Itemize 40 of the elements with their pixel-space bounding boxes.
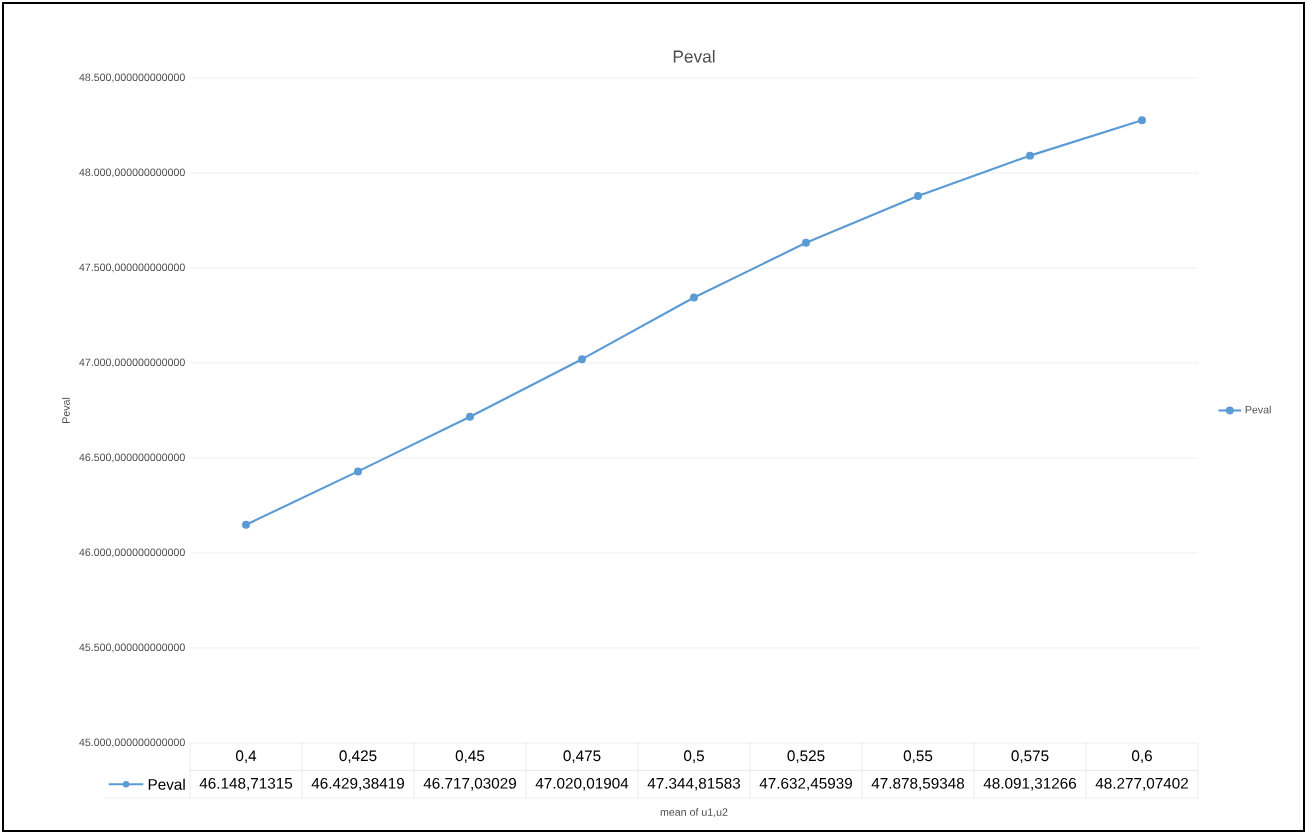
point — [1026, 151, 1034, 160]
point — [354, 467, 362, 476]
x-tick-label: 0,525 — [787, 750, 825, 763]
x-tick-label: 0,6 — [1131, 750, 1152, 763]
data-label: 46.717,03029 — [423, 777, 516, 791]
data-label: 48.277,07402 — [1095, 777, 1188, 791]
data-label: 46.148,71315 — [199, 777, 293, 791]
x-tick-label: 0,575 — [1011, 750, 1049, 763]
y-tick-label: 47.500,000000000000 — [79, 263, 185, 273]
data-label: 46.429,38419 — [311, 777, 404, 791]
data-label: 47.344,81583 — [647, 777, 741, 791]
text: Peval — [148, 778, 185, 790]
point — [914, 192, 922, 201]
y-tick-label: 46.500,000000000000 — [79, 453, 185, 463]
point — [578, 355, 586, 364]
x-tick-label: 0,4 — [235, 750, 257, 763]
y-tick-label: 47.000,000000000000 — [79, 358, 185, 368]
y-tick-label: 46.000,000000000000 — [79, 548, 185, 558]
data-label: 48.091,31266 — [983, 777, 1077, 791]
y-axis-title: Peval — [62, 397, 70, 423]
data-label: 47.878,59348 — [871, 777, 965, 791]
point — [1138, 116, 1146, 125]
point — [466, 412, 474, 421]
x-tick-label: 0,45 — [455, 750, 485, 763]
y-tick-label: 48.000,000000000000 — [79, 168, 185, 178]
x-axis-title: mean of u1,u2 — [660, 808, 728, 818]
x-tick-label: 0,55 — [903, 750, 933, 763]
x-tick-label: 0,425 — [339, 750, 377, 763]
y-tick-label: 45.000,000000000000 — [79, 738, 185, 748]
data-label: 47.020,01904 — [535, 777, 629, 791]
x-tick-label: 0,475 — [563, 750, 601, 763]
data-label: 47.632,45939 — [759, 777, 852, 791]
point — [242, 520, 250, 529]
x-tick-label: 0,5 — [683, 750, 704, 763]
y-tick-label: 48.500,000000000000 — [79, 73, 185, 83]
point — [802, 238, 810, 247]
legend-label: Peval — [1245, 405, 1271, 414]
y-tick-label: 45.500,000000000000 — [79, 643, 185, 653]
chart-title: Peval — [673, 49, 715, 63]
point — [690, 293, 698, 302]
